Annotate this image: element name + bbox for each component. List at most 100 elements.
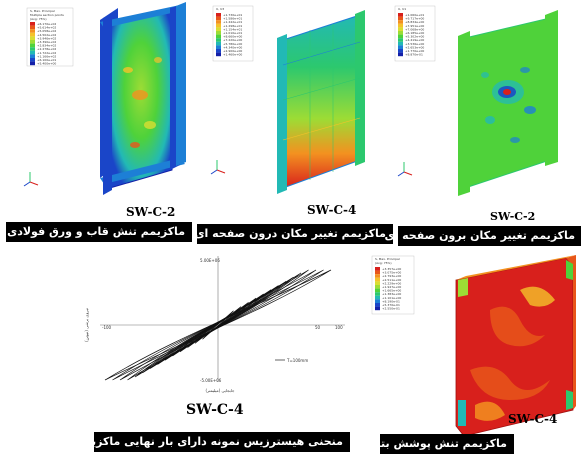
- figure-out-of-plane-displacement: U, U1 +1.060e+01 +9.717e+00 +8.834e+00 +7.9…: [384, 0, 581, 250]
- legend-value: +2.793e+00: [382, 274, 401, 278]
- legend-value: +1.060e+01: [405, 13, 424, 17]
- axis-triad: [397, 162, 413, 177]
- legend-swatch: [375, 299, 380, 303]
- legend-swatch: [398, 13, 403, 17]
- legend-swatch: [216, 13, 221, 17]
- legend-value: +7.068e+00: [405, 27, 424, 31]
- legend-value: +2.550e-01: [382, 307, 400, 311]
- legend-swatch: [30, 58, 35, 62]
- chart-xlabel: جابجایی (میلیمتر): [205, 388, 235, 393]
- legend-value: +8.660e+00: [223, 35, 242, 39]
- figure-frame-plate-stress: S, Max. Principal Multiple section point…: [0, 0, 195, 250]
- specimen-label: SW-C-2: [126, 205, 176, 219]
- legend-swatch: [216, 52, 221, 57]
- legend-swatch: [375, 274, 380, 278]
- legend-value: +5.400e+00: [37, 62, 56, 66]
- legend-value: +8.870e-01: [405, 53, 423, 57]
- figure-caption: ماکزیمم تنش قاب و ورق فولادی: [6, 222, 192, 242]
- legend-value: +5.302e+00: [405, 35, 424, 39]
- tick-x-far-right: 100: [335, 325, 343, 330]
- axis-triad: [23, 172, 39, 187]
- legend-concrete-cover-stress: S, Max. Principal (Avg: 75%) +3.357e+00+…: [371, 255, 415, 315]
- concrete-cover-stress-contour: S, Max. Principal (Avg: 75%) +3.357e+00+…: [371, 255, 576, 437]
- legend-swatch: [30, 43, 35, 48]
- specimen-label: SW-C-2: [490, 210, 536, 223]
- legend-value: +4.502e+02: [37, 33, 56, 37]
- legend-swatch: [375, 288, 380, 293]
- legend-value: +1.101e+00: [382, 296, 401, 300]
- hysteresis-loop: [104, 269, 332, 381]
- legend-swatch: [30, 40, 35, 44]
- legend-value: +3.946e+02: [37, 36, 56, 40]
- legend-swatch: [398, 20, 403, 24]
- legend-value: +3.536e+00: [405, 42, 424, 46]
- legend-frame-plate-stress: S, Max. Principal Multiple section point…: [26, 7, 74, 67]
- legend-swatch: [375, 285, 380, 289]
- legend-value: +1.010e+01: [223, 31, 242, 35]
- chart-ylabel: نیروی برشی (نیوتن): [84, 308, 89, 342]
- legend-value: +5.370e-01: [382, 303, 400, 307]
- legend-swatch: [30, 32, 35, 37]
- legend-value: +1.298e+01: [223, 24, 242, 28]
- legend-swatch: [30, 29, 35, 33]
- chart-legend: T=100mm: [286, 358, 308, 363]
- legend-value: +1.460e+00: [223, 53, 242, 57]
- legend-value: +1.722e+02: [37, 51, 56, 55]
- legend-swatch: [375, 303, 380, 307]
- legend-swatch: [30, 47, 35, 51]
- figure-caption: ماکزیمم تغییر مکان درون صفحه ای: [194, 224, 393, 244]
- legend-swatch: [30, 22, 35, 26]
- tick-y-top: 5.00E+06: [200, 258, 220, 263]
- specimen-label: SW-C-4: [508, 412, 558, 426]
- figure-hysteresis-curve: 5.00E+06 -5.00E+06 -100 50 100 نیروی برش…: [70, 250, 370, 459]
- legend-value: +1.166e+02: [37, 54, 56, 58]
- legend-value: +7.951e+00: [405, 24, 424, 28]
- legend-swatch: [216, 45, 221, 49]
- out-of-plane-displacement-contour: U, U1 +1.060e+01+9.717e+00+8.834e+00+7.9…: [394, 5, 558, 196]
- legend-value: +7.220e+00: [223, 38, 242, 42]
- svg-text:U, U3: U, U3: [216, 7, 224, 11]
- legend-value: +3.390e+02: [37, 40, 56, 44]
- legend-swatch: [398, 16, 403, 21]
- legend-swatch: [398, 45, 403, 49]
- legend-swatch: [216, 34, 221, 39]
- legend-value: +6.100e+01: [37, 58, 56, 62]
- legend-swatch: [216, 49, 221, 53]
- in-plane-displacement-contour: U, U3 +1.730e+01+1.586e+01+1.442e+01+1.2…: [210, 5, 365, 194]
- legend-swatch: [375, 306, 380, 311]
- legend-swatch: [216, 23, 221, 28]
- legend-value: +2.278e+02: [37, 47, 56, 51]
- legend-value: +2.229e+00: [382, 281, 401, 285]
- legend-value: +1.154e+01: [223, 27, 242, 31]
- legend-swatch: [398, 41, 403, 46]
- hysteresis-loop: [119, 269, 317, 381]
- legend-value: +8.190e-01: [382, 299, 400, 303]
- svg-text:S, Max. Principal: S, Max. Principal: [30, 9, 55, 13]
- legend-value: +8.834e+00: [405, 20, 424, 24]
- legend-swatch: [375, 295, 380, 300]
- legend-swatch: [216, 41, 221, 46]
- hysteresis-loops: [104, 269, 332, 381]
- svg-text:(Avg: 75%): (Avg: 75%): [375, 261, 392, 265]
- legend-value: +2.653e+00: [405, 45, 424, 49]
- legend-value: +4.419e+00: [405, 38, 424, 42]
- svg-text:Multiple section points: Multiple section points: [30, 13, 64, 17]
- legend-swatch: [30, 54, 35, 58]
- legend-value: +5.614e+02: [37, 26, 56, 30]
- legend-value: +1.947e+00: [382, 285, 401, 289]
- specimen-label: SW-C-4: [307, 203, 357, 217]
- legend-swatch: [398, 31, 403, 35]
- legend-out-of-plane-displacement: U, U1 +1.060e+01+9.717e+00+8.834e+00+7.9…: [394, 5, 436, 62]
- legend-value: +5.058e+02: [37, 29, 56, 33]
- svg-text:(Avg: 75%): (Avg: 75%): [30, 17, 47, 21]
- figure-in-plane-displacement: U, U3 +1.730e+01 +1.586e+01 +1.442e+01 +1.2…: [194, 0, 393, 250]
- legend-in-plane-displacement: U, U3 +1.730e+01+1.586e+01+1.442e+01+1.2…: [212, 5, 254, 62]
- legend-swatch: [398, 49, 403, 53]
- tick-y-bottom: -5.00E+06: [200, 378, 222, 383]
- figure-caption: ماکزیمم تنش پوشش بتنی: [365, 434, 514, 454]
- hysteresis-loop: [112, 269, 324, 381]
- legend-swatch: [375, 281, 380, 285]
- hysteresis-chart: 5.00E+06 -5.00E+06 -100 50 100 نیروی برش…: [84, 256, 345, 393]
- tick-x-right: 50: [315, 325, 321, 330]
- legend-value: +1.770e+00: [405, 49, 424, 53]
